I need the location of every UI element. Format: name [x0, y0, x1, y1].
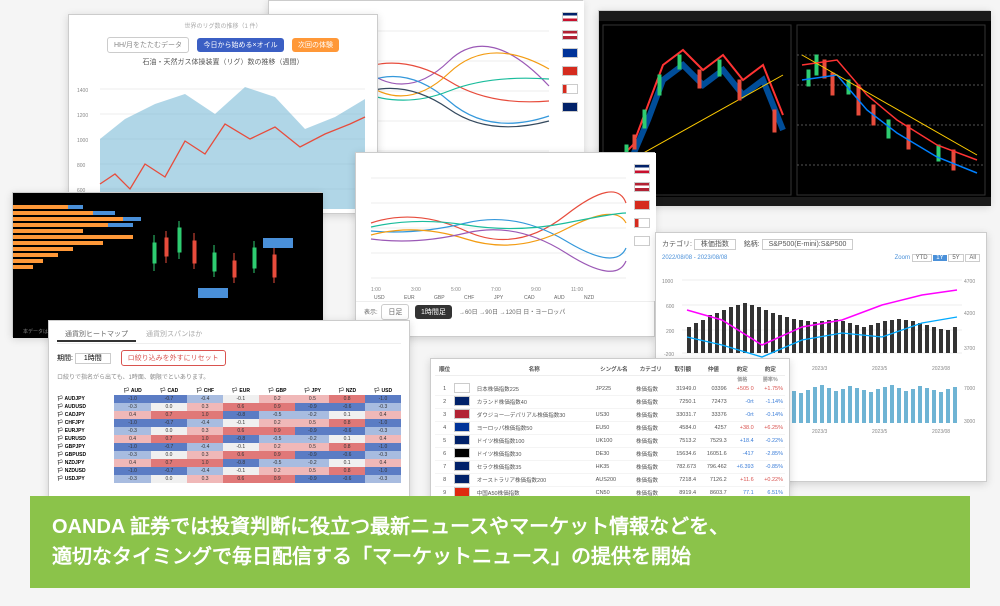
footer-label: 表示: — [364, 310, 378, 316]
cat-label: カテゴリ: — [662, 241, 692, 248]
name-label: 銘柄: — [744, 241, 760, 248]
mt4-volume-profile-panel: 本データは3日OANDAに保存される。保存、観測してカレルさでも — [12, 192, 322, 337]
svg-text:1000: 1000 — [77, 138, 88, 144]
pill-button[interactable]: HH/月をたたむデータ — [107, 37, 189, 53]
heatmap-tab[interactable]: 通貨別スパンほか — [138, 329, 210, 340]
svg-text:2023/3: 2023/3 — [812, 429, 828, 435]
reset-button[interactable]: ロ絞り込みを外すにリセット — [121, 350, 226, 366]
cat-select[interactable]: 株価指数 — [694, 239, 736, 250]
svg-text:4200: 4200 — [964, 311, 975, 317]
flag-icon — [562, 66, 578, 76]
svg-text:1000: 1000 — [662, 279, 673, 285]
svg-text:USD: USD — [374, 295, 385, 301]
flag-icon — [634, 182, 650, 192]
svg-text:2023/08: 2023/08 — [932, 366, 950, 372]
index-table: 順位名称シングル名カテゴリ取引額仲値約定約定価格勝率％1日本株価指数225JP2… — [435, 363, 785, 500]
svg-text:NZD: NZD — [584, 295, 595, 301]
svg-text:4700: 4700 — [964, 279, 975, 285]
promo-banner: OANDA 証券では投資判断に役立つ最新ニュースやマーケット情報などを、 適切な… — [30, 496, 970, 588]
svg-text:AUD: AUD — [554, 295, 565, 301]
svg-text:5:00: 5:00 — [451, 287, 461, 293]
timeframe-button[interactable]: 1時間足 — [415, 305, 452, 319]
svg-text:1:00: 1:00 — [371, 287, 381, 293]
svg-text:CHF: CHF — [464, 295, 474, 301]
flag-icon — [634, 218, 650, 228]
svg-text:CAD: CAD — [524, 295, 535, 301]
pill-button[interactable]: 今日から始める×オイル — [197, 38, 283, 52]
oil-rig-chart-panel: 世界のリグ数の推移（1 件） HH/月をたたむデータ 今日から始める×オイル 次… — [68, 14, 378, 214]
chart-title: 石油・天然ガス体操装置（リグ）数の推移（週間） — [75, 57, 371, 67]
pill-button[interactable]: 次回の体験 — [292, 38, 339, 52]
svg-text:7000: 7000 — [964, 386, 975, 392]
flag-icon — [562, 102, 578, 112]
svg-text:1200: 1200 — [77, 113, 88, 119]
svg-text:2023/3: 2023/3 — [812, 366, 828, 372]
banner-line1: OANDA 証券では投資判断に役立つ最新ニュースやマーケット情報などを、 — [52, 512, 948, 542]
svg-text:9:00: 9:00 — [531, 287, 541, 293]
flag-icon — [634, 236, 650, 246]
date-range: 2022/08/08 - 2023/08/08 — [662, 255, 727, 261]
flag-icon — [562, 12, 578, 22]
zoom-button[interactable]: All — [965, 254, 980, 262]
svg-text:3700: 3700 — [964, 346, 975, 352]
zoom-button[interactable]: YTD — [912, 254, 932, 262]
flag-icon — [634, 200, 650, 210]
svg-text:1400: 1400 — [77, 88, 88, 94]
timeframe-button[interactable]: 日足 — [381, 304, 409, 320]
heatmap-grid: 🏳 AUD🏳 CAD🏳 CHF🏳 EUR🏳 GBP🏳 JPY🏳 NZD🏳 USD… — [57, 387, 401, 483]
svg-text:3000: 3000 — [964, 419, 975, 425]
svg-text:EUR: EUR — [404, 295, 415, 301]
svg-text:3:00: 3:00 — [411, 287, 421, 293]
banner-line2: 適切なタイミングで毎日配信する「マーケットニュース」の提供を開始 — [52, 542, 948, 572]
flag-icon — [562, 30, 578, 40]
svg-text:600: 600 — [666, 304, 675, 310]
svg-text:GBP: GBP — [434, 295, 445, 301]
zoom-button[interactable]: 1Y — [933, 255, 946, 261]
svg-text:800: 800 — [77, 163, 86, 169]
svg-text:200: 200 — [666, 329, 675, 335]
svg-text:11:00: 11:00 — [571, 287, 583, 293]
flag-icon — [562, 48, 578, 58]
period-select[interactable]: 1時間 — [75, 353, 111, 364]
flag-icon — [634, 164, 650, 174]
svg-text:7:00: 7:00 — [491, 287, 501, 293]
zoom-button[interactable]: 5Y — [948, 254, 963, 262]
svg-text:2023/08: 2023/08 — [932, 429, 950, 435]
svg-text:JPY: JPY — [494, 295, 504, 301]
name-select[interactable]: S&P500(E-mini):S&P500 — [762, 239, 854, 250]
heatmap-tab[interactable]: 通貨別ヒートマップ — [57, 329, 136, 342]
mt4-dual-chart-panel — [598, 10, 990, 205]
svg-text:2023/5: 2023/5 — [872, 366, 888, 372]
flag-icon — [562, 84, 578, 94]
volatility-panel-b: 1:00 3:00 5:00 7:00 9:00 11:00 USD EUR GBP CHF JP… — [355, 152, 655, 337]
svg-text:2023/5: 2023/5 — [872, 429, 888, 435]
